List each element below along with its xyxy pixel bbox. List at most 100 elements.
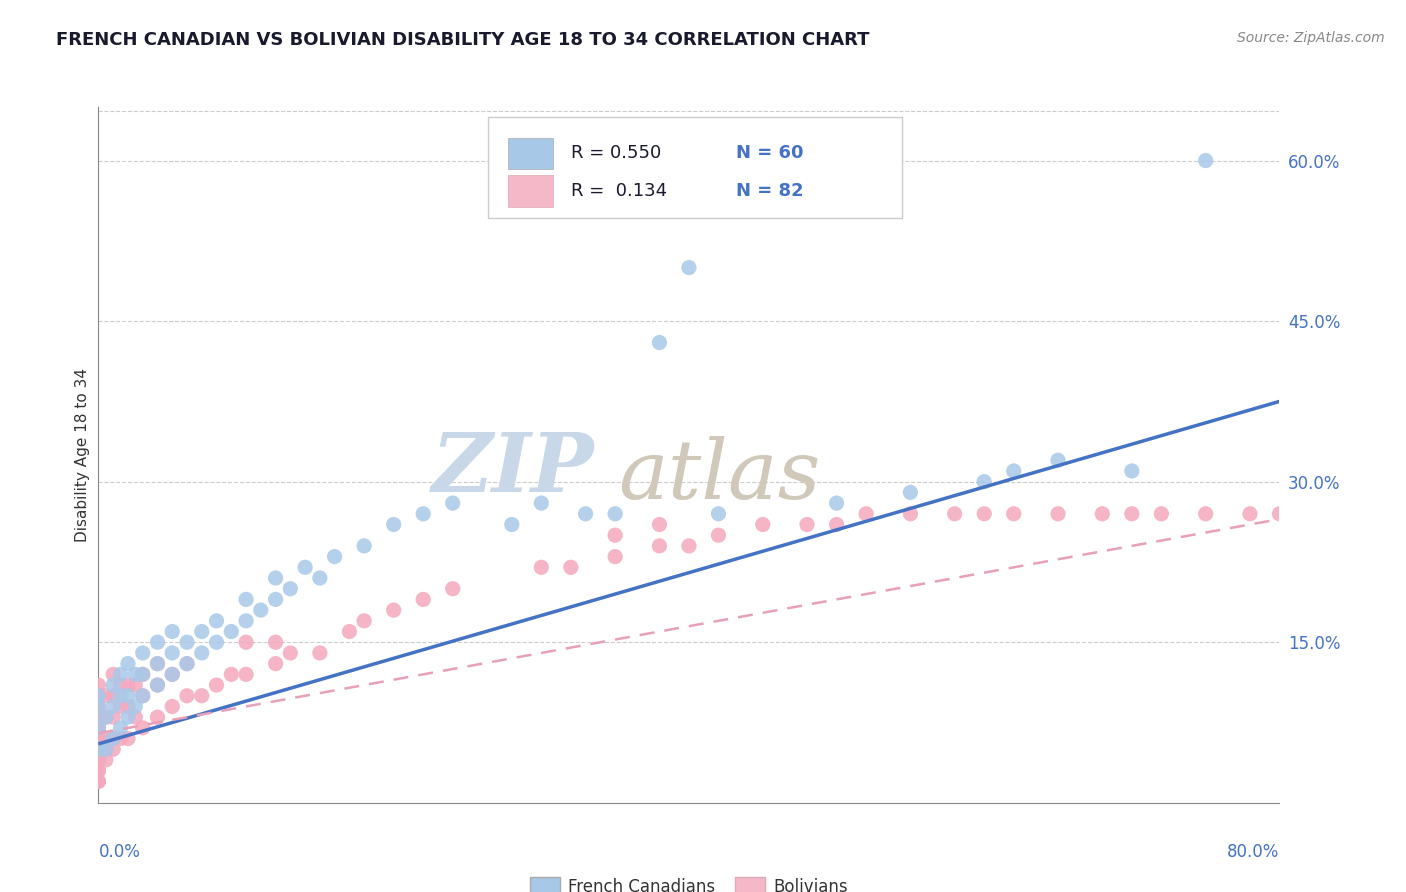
Point bbox=[94, 689, 117, 703]
Legend: French Canadians, Bolivians: French Canadians, Bolivians bbox=[523, 871, 855, 892]
Point bbox=[605, 549, 627, 564]
Point bbox=[124, 710, 146, 724]
Point bbox=[103, 678, 125, 692]
Point bbox=[796, 517, 818, 532]
Point bbox=[94, 753, 117, 767]
Point bbox=[678, 260, 700, 275]
Point bbox=[110, 721, 132, 735]
Point bbox=[973, 507, 995, 521]
Point bbox=[250, 603, 273, 617]
Point bbox=[87, 721, 110, 735]
Point bbox=[235, 635, 257, 649]
Point bbox=[132, 721, 155, 735]
Point bbox=[191, 624, 214, 639]
Point bbox=[87, 774, 110, 789]
Point bbox=[132, 667, 155, 681]
Point bbox=[1195, 507, 1218, 521]
Point bbox=[87, 774, 110, 789]
Point bbox=[309, 646, 332, 660]
Point bbox=[205, 635, 228, 649]
Point bbox=[146, 678, 169, 692]
Point bbox=[162, 646, 183, 660]
Point bbox=[353, 539, 375, 553]
Point bbox=[648, 335, 671, 350]
Point bbox=[1195, 153, 1218, 168]
Text: atlas: atlas bbox=[619, 436, 821, 516]
Text: N = 82: N = 82 bbox=[737, 182, 804, 200]
Point bbox=[1002, 507, 1025, 521]
Point bbox=[103, 710, 125, 724]
Point bbox=[110, 667, 132, 681]
Text: Source: ZipAtlas.com: Source: ZipAtlas.com bbox=[1237, 31, 1385, 45]
Point bbox=[103, 731, 125, 746]
Point bbox=[146, 657, 169, 671]
Point bbox=[132, 689, 155, 703]
Point bbox=[146, 635, 169, 649]
Bar bbox=[508, 138, 553, 169]
Point bbox=[353, 614, 375, 628]
Point bbox=[382, 603, 405, 617]
Point bbox=[110, 731, 132, 746]
Point bbox=[1091, 507, 1114, 521]
Point bbox=[205, 678, 228, 692]
Point bbox=[124, 699, 146, 714]
Point bbox=[117, 731, 139, 746]
Point bbox=[87, 764, 110, 778]
Point bbox=[117, 678, 139, 692]
Point bbox=[560, 560, 582, 574]
Point bbox=[707, 528, 730, 542]
Point bbox=[323, 549, 346, 564]
Point bbox=[1121, 464, 1143, 478]
Point bbox=[309, 571, 332, 585]
Text: 0.0%: 0.0% bbox=[98, 843, 141, 861]
Point bbox=[574, 507, 596, 521]
Point bbox=[132, 667, 155, 681]
Point bbox=[132, 646, 155, 660]
Point bbox=[94, 742, 117, 756]
Point bbox=[103, 689, 125, 703]
Point bbox=[191, 689, 214, 703]
Point bbox=[87, 678, 110, 692]
Point bbox=[530, 496, 553, 510]
Point bbox=[1239, 507, 1261, 521]
Point bbox=[441, 496, 464, 510]
Point bbox=[1046, 507, 1069, 521]
Point bbox=[87, 721, 110, 735]
Point bbox=[943, 507, 966, 521]
Point bbox=[162, 699, 183, 714]
Point bbox=[382, 517, 405, 532]
Point bbox=[87, 731, 110, 746]
Point bbox=[87, 764, 110, 778]
Point bbox=[191, 646, 214, 660]
Point bbox=[117, 689, 139, 703]
Point bbox=[855, 507, 877, 521]
Point bbox=[530, 560, 553, 574]
Point bbox=[900, 507, 922, 521]
Point bbox=[900, 485, 922, 500]
Text: FRENCH CANADIAN VS BOLIVIAN DISABILITY AGE 18 TO 34 CORRELATION CHART: FRENCH CANADIAN VS BOLIVIAN DISABILITY A… bbox=[56, 31, 870, 49]
Y-axis label: Disability Age 18 to 34: Disability Age 18 to 34 bbox=[75, 368, 90, 542]
Point bbox=[87, 742, 110, 756]
Point bbox=[264, 635, 287, 649]
Point bbox=[110, 699, 132, 714]
Point bbox=[264, 592, 287, 607]
Point bbox=[94, 731, 117, 746]
Point bbox=[87, 699, 110, 714]
Point bbox=[1268, 507, 1291, 521]
Point bbox=[219, 624, 242, 639]
Point bbox=[264, 571, 287, 585]
Point bbox=[412, 507, 434, 521]
Point bbox=[1002, 464, 1025, 478]
Point bbox=[87, 742, 110, 756]
Point bbox=[124, 678, 146, 692]
Point bbox=[235, 592, 257, 607]
Point bbox=[278, 582, 302, 596]
Point bbox=[103, 742, 125, 756]
Point bbox=[605, 528, 627, 542]
Point bbox=[94, 710, 117, 724]
Point bbox=[124, 667, 146, 681]
Point bbox=[162, 667, 183, 681]
Text: ZIP: ZIP bbox=[432, 429, 595, 508]
Point bbox=[1046, 453, 1069, 467]
Point bbox=[87, 721, 110, 735]
